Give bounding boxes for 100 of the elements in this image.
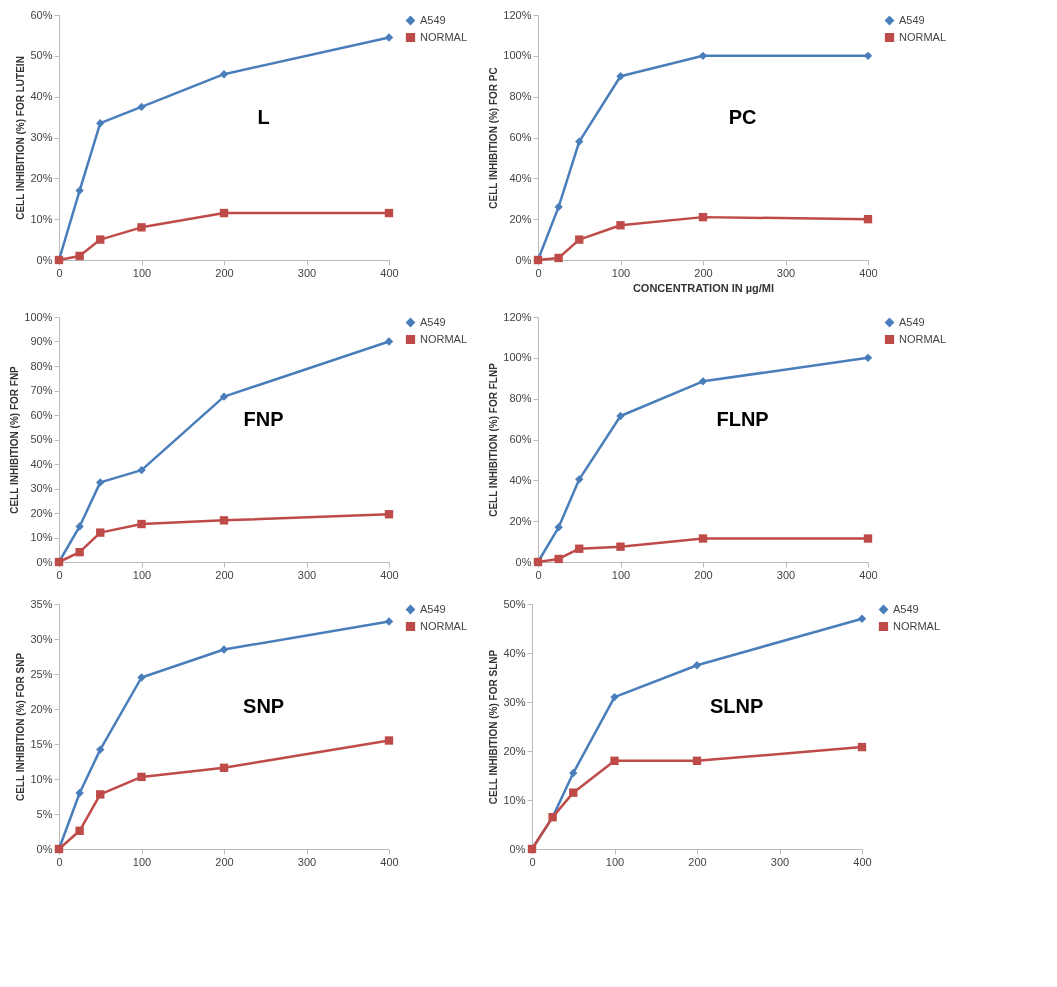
x-tick-label: 0: [56, 568, 63, 581]
y-tick-label: 120%: [503, 8, 532, 21]
point: [219, 392, 229, 401]
x-tick-label: 300: [776, 266, 796, 279]
point: [137, 465, 146, 475]
x-tick-label: 0: [56, 266, 63, 279]
x-tick-label: 400: [380, 568, 399, 581]
text: FLNP: [716, 407, 769, 430]
point: [610, 692, 619, 702]
y-tick-label: 30%: [30, 632, 53, 645]
point: [384, 208, 394, 218]
y-tick-label: 120%: [503, 310, 532, 323]
y-tick-label: 50%: [503, 597, 526, 610]
point: [137, 223, 146, 232]
y-tick-label: 60%: [30, 408, 53, 421]
point: [384, 736, 394, 745]
point: [863, 353, 873, 363]
point: [75, 788, 84, 798]
legend-label: NORMAL: [899, 30, 947, 43]
point: [384, 33, 394, 42]
y-tick-label: 20%: [503, 744, 526, 757]
text: FNP: [243, 407, 284, 430]
point: [219, 763, 229, 772]
y-tick-label: 40%: [509, 171, 532, 184]
legend-label: NORMAL: [893, 619, 941, 632]
y-tick-label: 80%: [509, 90, 532, 103]
y-tick-label: 60%: [30, 8, 53, 21]
x-tick-label: 200: [694, 266, 713, 279]
point: [863, 214, 873, 224]
point: [219, 208, 229, 218]
x-axis-title: CONCENTRATION IN µg/Ml: [632, 281, 775, 294]
y-tick-label: 5%: [36, 807, 53, 820]
point: [863, 534, 873, 543]
point: [857, 742, 867, 752]
point: [96, 235, 105, 244]
y-tick-label: 100%: [503, 49, 532, 62]
point: [610, 756, 619, 765]
x-tick-label: 300: [770, 855, 790, 868]
point: [96, 528, 105, 537]
x-tick-label: 100: [132, 855, 152, 868]
point: [75, 548, 84, 557]
point: [219, 70, 229, 79]
legend-label: A549: [893, 602, 919, 615]
point: [219, 516, 229, 525]
y-tick-label: 20%: [30, 506, 53, 519]
x-tick-label: 300: [297, 266, 317, 279]
x-tick-label: 200: [215, 855, 234, 868]
point: [384, 617, 394, 626]
y-tick-label: 20%: [30, 171, 53, 184]
legend-label: A549: [420, 13, 446, 26]
point: [96, 790, 105, 799]
y-tick-label: 20%: [30, 702, 53, 715]
text: L: [257, 105, 270, 128]
y-tick-label: 80%: [509, 392, 532, 405]
point: [616, 221, 625, 230]
legend-label: NORMAL: [420, 332, 468, 345]
legend-label: A549: [420, 602, 446, 615]
y-tick-label: 90%: [30, 335, 53, 347]
y-tick-label: 60%: [509, 131, 532, 143]
point: [554, 554, 563, 564]
y-tick-label: 50%: [30, 433, 53, 445]
x-tick-label: 200: [215, 568, 234, 581]
x-tick-label: 300: [297, 855, 317, 868]
x-tick-label: 0: [56, 855, 63, 868]
point: [554, 253, 563, 263]
y-tick-label: 30%: [30, 131, 53, 143]
y-tick-label: 40%: [503, 646, 526, 659]
y-tick-label: 70%: [30, 384, 53, 396]
y-tick-label: 30%: [30, 482, 53, 494]
y-tick-label: 10%: [30, 772, 53, 785]
point: [96, 745, 105, 754]
text: SLNP: [709, 694, 764, 717]
point: [616, 72, 625, 81]
point: [569, 788, 578, 797]
y-axis-title: CELL INHIBITION (%) FOR FNP: [9, 365, 21, 514]
x-tick-label: 0: [535, 568, 542, 581]
x-tick-label: 400: [853, 855, 872, 868]
y-tick-label: 15%: [30, 737, 53, 750]
x-tick-label: 300: [776, 568, 796, 581]
y-tick-label: 20%: [509, 212, 532, 225]
point: [575, 475, 584, 484]
y-tick-label: 0%: [36, 253, 53, 266]
point: [137, 673, 146, 682]
point: [692, 756, 702, 765]
point: [384, 510, 394, 519]
x-tick-label: 200: [688, 855, 707, 868]
x-tick-label: 400: [380, 855, 399, 868]
point: [863, 51, 873, 61]
y-tick-label: 40%: [30, 90, 53, 103]
x-tick-label: 200: [694, 568, 713, 581]
x-tick-label: 100: [132, 568, 152, 581]
legend-label: NORMAL: [899, 332, 947, 345]
point: [96, 478, 105, 487]
y-tick-label: 100%: [503, 351, 532, 364]
point: [75, 251, 84, 261]
y-tick-label: 0%: [515, 253, 532, 266]
x-tick-label: 400: [380, 266, 399, 279]
y-axis-title: CELL INHIBITION (%) FOR SLNP: [488, 649, 500, 805]
x-tick-label: 100: [605, 855, 625, 868]
legend-label: NORMAL: [420, 619, 468, 632]
